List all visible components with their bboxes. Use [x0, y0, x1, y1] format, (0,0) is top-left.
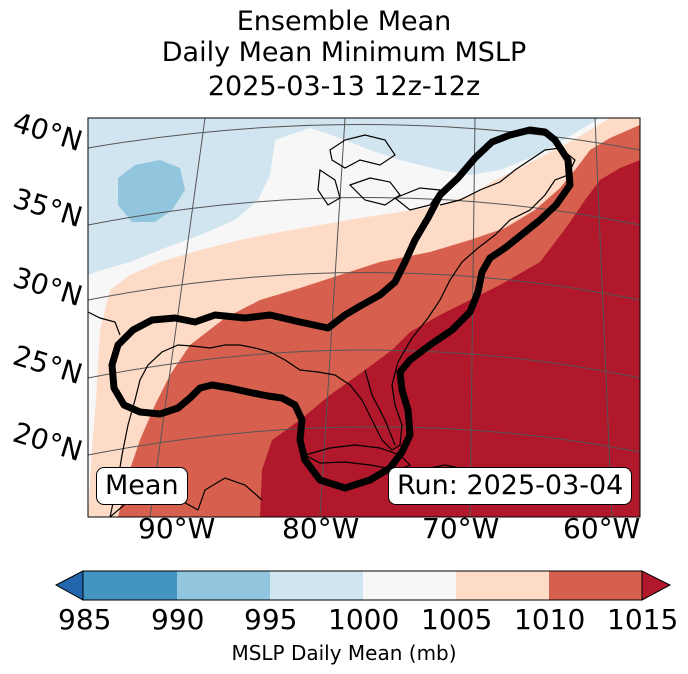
colorbar-extend-low: [54, 570, 84, 601]
title-line-3: 2025-03-13 12z-12z: [207, 71, 481, 102]
lon-label-60: 60°W: [563, 512, 641, 545]
map-frame: [87, 117, 641, 518]
graticule: [88, 118, 640, 517]
colorbar-segment-1005-1010: [456, 571, 549, 600]
colorbar-segment-1010-1015: [549, 571, 642, 600]
title-line-1: Ensemble Mean: [236, 6, 452, 37]
mean-label-box: Mean: [96, 467, 188, 505]
colorbar-segment-1000-1005: [363, 571, 456, 600]
lon-label-80: 80°W: [282, 512, 360, 545]
pressure-outline-contour: [108, 126, 574, 492]
colorbar: [54, 570, 672, 601]
colorbar-tick-1015: 1015: [607, 603, 679, 636]
lon-label-90: 90°W: [138, 512, 216, 545]
colorbar-tick-1010: 1010: [514, 603, 586, 636]
colorbar-tick-995: 995: [244, 603, 298, 636]
colorbar-frame: [82, 570, 643, 601]
colorbar-extend-high: [641, 570, 672, 601]
colorbar-label: MSLP Daily Mean (mb): [231, 641, 457, 665]
colorbar-tick-985: 985: [58, 603, 112, 636]
colorbar-tick-990: 990: [151, 603, 205, 636]
colorbar-tick-1005: 1005: [421, 603, 493, 636]
title-line-2: Daily Mean Minimum MSLP: [161, 37, 527, 68]
run-date-box: Run: 2025-03-04: [388, 467, 633, 505]
colorbar-tick-1000: 1000: [328, 603, 400, 636]
colorbar-segment-990-995: [177, 571, 270, 600]
pressure-band-990-995: [118, 160, 185, 222]
colorbar-segment-985-990: [83, 571, 177, 600]
colorbar-segment-995-1000: [270, 571, 363, 600]
lon-label-70: 70°W: [422, 512, 500, 545]
map-area: [88, 118, 640, 517]
